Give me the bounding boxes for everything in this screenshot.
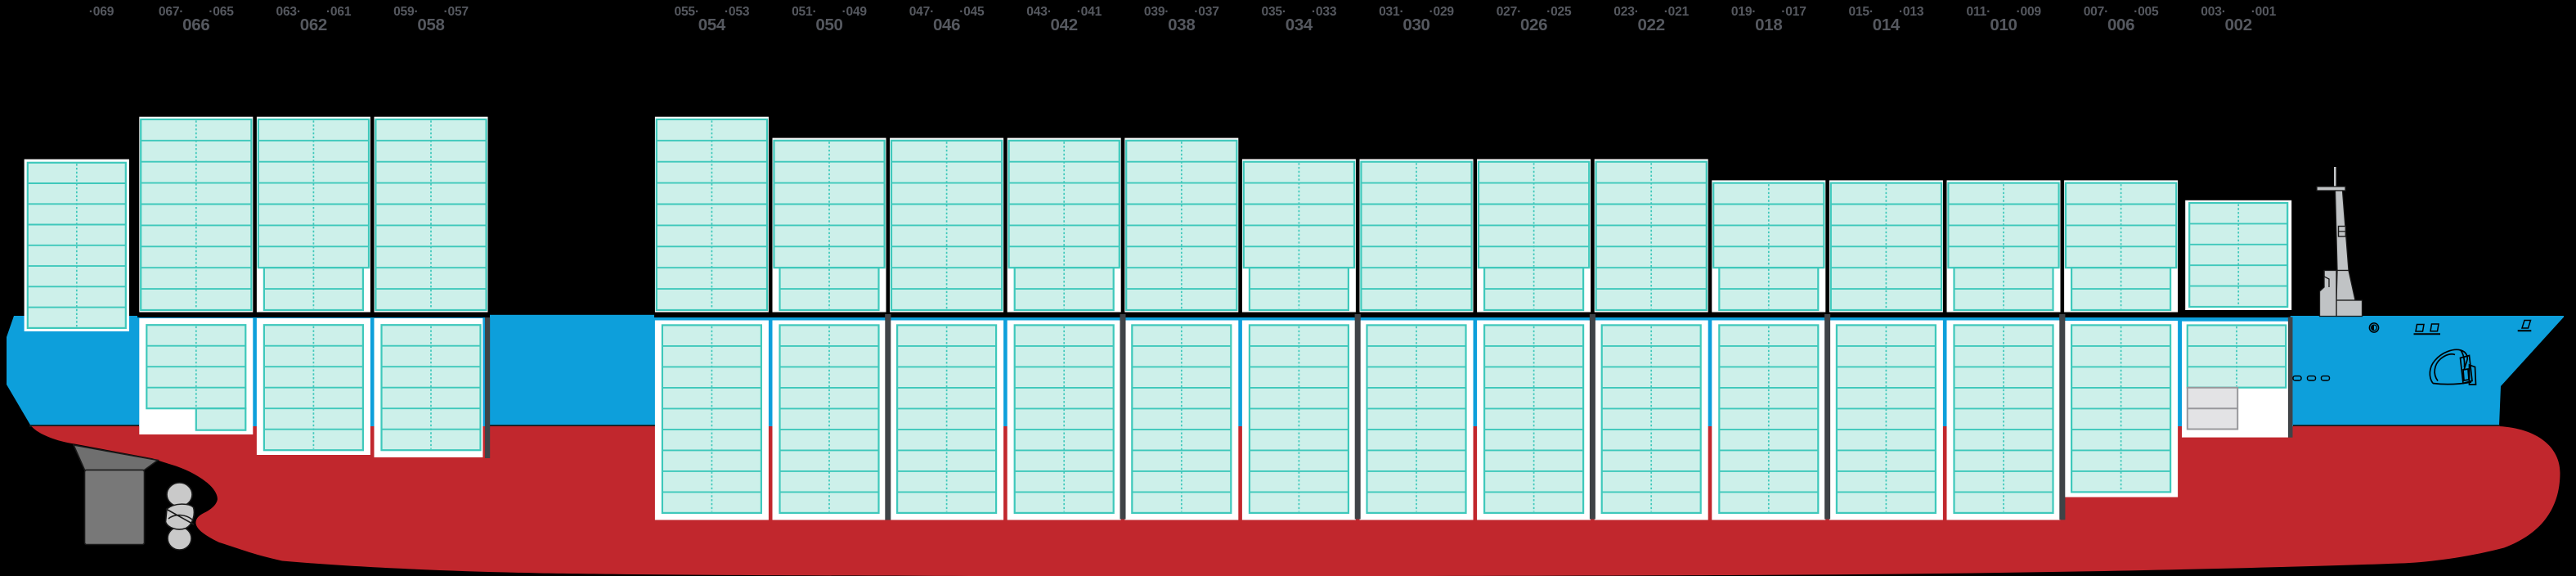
svg-text:015·: 015· — [1848, 5, 1873, 19]
svg-text:067·: 067· — [159, 5, 183, 19]
svg-text:063·: 063· — [276, 5, 300, 19]
svg-text:·041: ·041 — [1077, 5, 1102, 19]
svg-text:023·: 023· — [1613, 5, 1638, 19]
svg-text:051·: 051· — [792, 5, 816, 19]
svg-text:·045: ·045 — [959, 5, 985, 19]
svg-text:027·: 027· — [1497, 5, 1521, 19]
svg-text:035·: 035· — [1261, 5, 1286, 19]
svg-text:·049: ·049 — [841, 5, 867, 19]
svg-text:026: 026 — [1520, 16, 1547, 34]
svg-text:·065: ·065 — [209, 5, 234, 19]
svg-text:010: 010 — [1990, 16, 2017, 34]
svg-text:·021: ·021 — [1664, 5, 1690, 19]
svg-text:062: 062 — [300, 16, 327, 34]
svg-text:022: 022 — [1638, 16, 1665, 34]
svg-text:050: 050 — [815, 16, 842, 34]
svg-text:047·: 047· — [909, 5, 934, 19]
svg-text:059·: 059· — [393, 5, 418, 19]
svg-text:046: 046 — [933, 16, 960, 34]
svg-text:055·: 055· — [674, 5, 698, 19]
svg-text:·053: ·053 — [725, 5, 750, 19]
svg-text:018: 018 — [1755, 16, 1782, 34]
svg-text:·061: ·061 — [326, 5, 352, 19]
svg-text:066: 066 — [182, 16, 209, 34]
svg-text:002: 002 — [2225, 16, 2252, 34]
svg-text:·001: ·001 — [2251, 5, 2277, 19]
svg-text:·033: ·033 — [1312, 5, 1337, 19]
svg-text:·037: ·037 — [1194, 5, 1218, 19]
svg-text:030: 030 — [1402, 16, 1429, 34]
svg-text:042: 042 — [1051, 16, 1078, 34]
svg-text:038: 038 — [1168, 16, 1195, 34]
svg-text:043·: 043· — [1026, 5, 1051, 19]
svg-text:·017: ·017 — [1781, 5, 1806, 19]
svg-text:·009: ·009 — [2016, 5, 2041, 19]
svg-text:014: 014 — [1873, 16, 1901, 34]
svg-text:·025: ·025 — [1546, 5, 1572, 19]
svg-text:054: 054 — [698, 16, 726, 34]
svg-text:003·: 003· — [2201, 5, 2225, 19]
svg-text:·005: ·005 — [2134, 5, 2159, 19]
svg-text:034: 034 — [1286, 16, 1313, 34]
svg-text:007·: 007· — [2084, 5, 2108, 19]
svg-text:006: 006 — [2107, 16, 2134, 34]
svg-text:·013: ·013 — [1899, 5, 1924, 19]
svg-text:·057: ·057 — [443, 5, 468, 19]
svg-text:031·: 031· — [1379, 5, 1403, 19]
svg-text:019·: 019· — [1731, 5, 1756, 19]
svg-text:·029: ·029 — [1429, 5, 1454, 19]
svg-text:039·: 039· — [1144, 5, 1169, 19]
svg-text:·069: ·069 — [89, 5, 114, 19]
svg-text:058: 058 — [417, 16, 444, 34]
svg-text:011·: 011· — [1967, 5, 1991, 19]
